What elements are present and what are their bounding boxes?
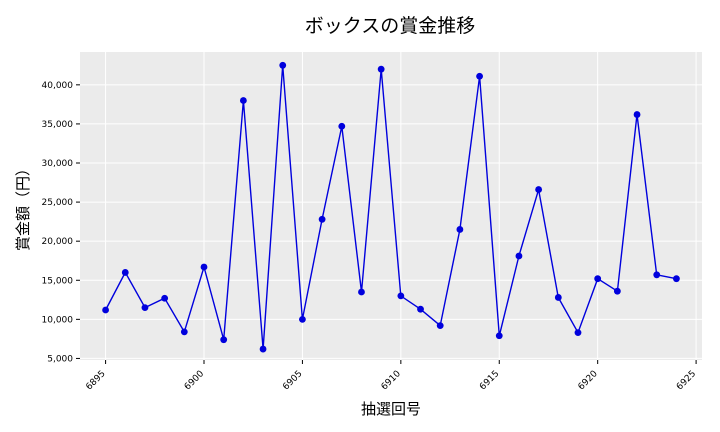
data-point	[574, 329, 582, 337]
y-tick-label: 15,000	[42, 276, 74, 286]
data-point	[318, 215, 326, 223]
y-tick-label: 30,000	[42, 159, 74, 169]
data-point	[377, 65, 385, 73]
y-tick-label: 35,000	[42, 120, 74, 130]
x-axis-title: 抽選回号	[361, 400, 421, 418]
data-point	[515, 252, 523, 260]
data-point	[613, 287, 621, 295]
data-point	[141, 304, 149, 312]
data-point	[239, 97, 247, 104]
series-line	[104, 65, 677, 350]
plot-area	[80, 52, 702, 360]
data-point	[554, 294, 562, 301]
y-axis-title: 賞金額（円）	[14, 161, 32, 251]
data-point	[594, 275, 602, 283]
data-point	[673, 275, 680, 283]
data-point	[338, 122, 346, 130]
data-point	[495, 332, 503, 340]
data-series	[102, 61, 680, 353]
data-point	[653, 271, 661, 279]
data-point	[476, 72, 483, 80]
data-point	[397, 292, 405, 300]
data-point	[180, 328, 188, 336]
data-point	[200, 263, 208, 271]
data-point	[220, 336, 228, 344]
data-point	[102, 306, 109, 314]
y-tick-label: 25,000	[42, 198, 74, 208]
data-point	[259, 345, 267, 353]
data-point	[436, 322, 444, 330]
data-point	[456, 226, 464, 233]
grid-lines	[80, 52, 702, 360]
data-point	[161, 294, 169, 302]
data-point	[535, 186, 543, 193]
y-tick-label: 20,000	[42, 237, 74, 247]
y-tick-label: 40,000	[42, 81, 74, 91]
data-point	[299, 315, 306, 323]
data-point	[358, 288, 365, 296]
chart-title: ボックスの賞金推移	[305, 15, 475, 37]
data-point	[417, 305, 424, 313]
y-tick-label: 5,000	[47, 354, 73, 364]
data-point	[633, 111, 641, 118]
data-point	[279, 61, 287, 69]
y-tick-label: 10,000	[42, 315, 74, 325]
data-point	[121, 269, 129, 276]
